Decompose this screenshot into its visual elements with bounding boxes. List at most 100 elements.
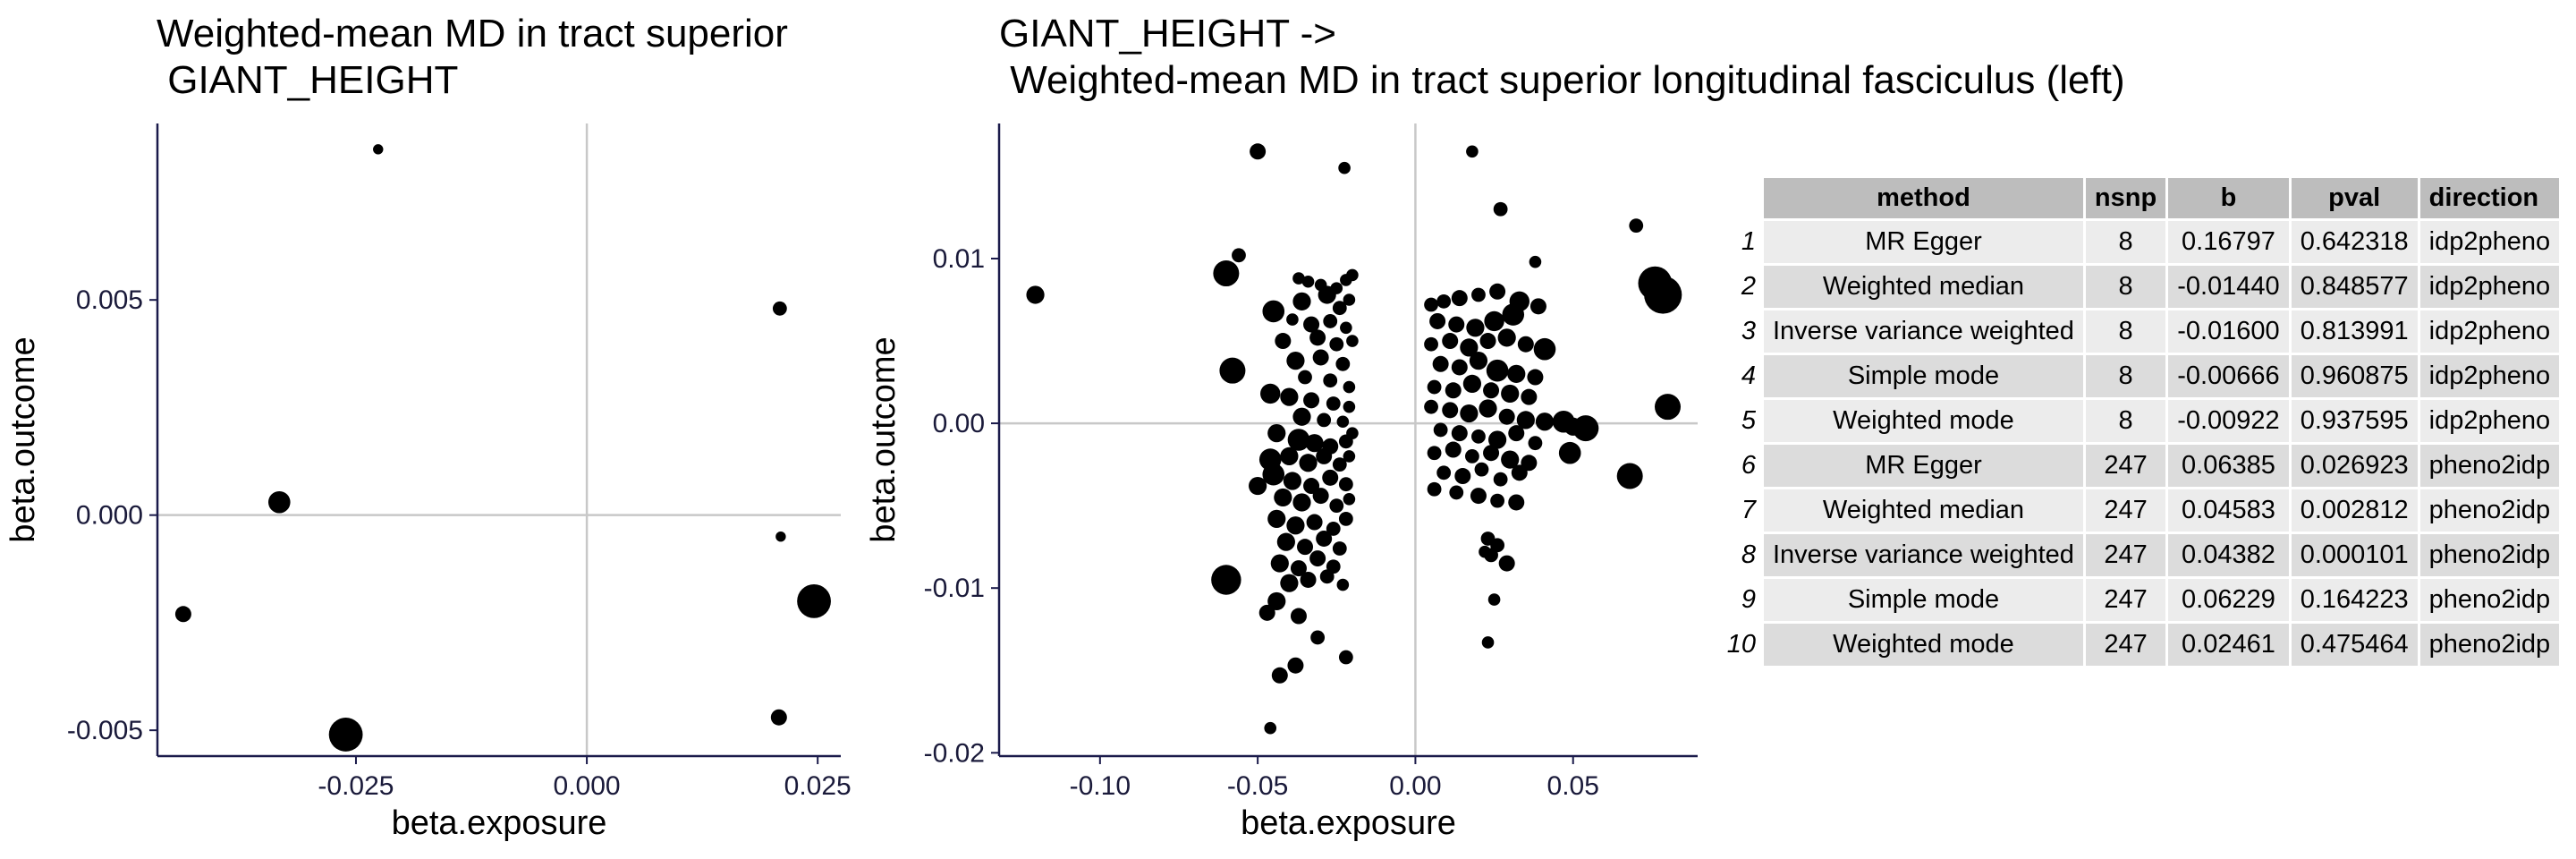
table-cell-direction: pheno2idp: [2419, 489, 2560, 532]
right-scatter-point: [1497, 328, 1516, 347]
left-y-tick-label: -0.005: [67, 716, 143, 745]
right-scatter-point: [1249, 476, 1267, 496]
right-scatter-point: [1508, 494, 1525, 511]
table-cell-pval: 0.937595: [2291, 400, 2418, 442]
table-cell-method: Inverse variance weighted: [1764, 534, 2083, 576]
right-scatter-point: [1466, 319, 1485, 337]
right-scatter-point: [1424, 399, 1438, 414]
right-scatter-point: [1479, 545, 1491, 558]
right-scatter-point: [1462, 374, 1481, 394]
right-x-axis-title: beta.exposure: [1241, 804, 1456, 842]
right-scatter-point: [1310, 630, 1326, 645]
right-scatter-point: [1483, 382, 1500, 399]
table-cell-direction: idp2pheno: [2419, 221, 2560, 263]
table-cell-method: Weighted mode: [1764, 624, 2083, 666]
right-scatter-point: [1451, 290, 1468, 307]
right-scatter-point: [1316, 447, 1333, 464]
right-scatter-point: [1026, 285, 1045, 304]
right-scatter-point: [1427, 481, 1442, 497]
table-cell-nsnp: 247: [2085, 489, 2166, 532]
right-scatter-point: [1427, 379, 1442, 395]
right-scatter-point: [1460, 404, 1479, 423]
table-row-index: 1: [1718, 221, 1761, 263]
right-scatter-point: [1267, 424, 1286, 443]
right-scatter-point: [1280, 387, 1299, 406]
right-scatter-point: [1466, 145, 1479, 158]
right-scatter-point: [1297, 539, 1314, 556]
right-scatter-point: [1270, 554, 1289, 573]
table-header-row: method nsnp b pval direction: [1718, 178, 2560, 218]
table-row: 7 Weighted median 247 0.04583 0.002812 pheno2…: [1718, 489, 2560, 532]
right-scatter-point: [1483, 445, 1500, 462]
right-scatter-point: [1260, 383, 1281, 404]
table-row-index: 8: [1718, 534, 1761, 576]
left-scatter-point: [797, 583, 831, 618]
right-scatter-point: [1323, 373, 1338, 388]
right-scatter-point: [1303, 392, 1320, 409]
right-scatter-point: [1274, 488, 1292, 507]
right-scatter-point: [1283, 472, 1302, 490]
right-scatter-point: [1299, 454, 1318, 472]
table-cell-b: 0.16797: [2168, 221, 2289, 263]
right-scatter-point: [1451, 359, 1468, 376]
left-y-axis-title: beta.outcome: [4, 336, 42, 542]
right-scatter-point: [1433, 422, 1448, 438]
right-scatter-point: [1332, 301, 1347, 316]
right-scatter-point: [1346, 335, 1359, 347]
table-cell-direction: idp2pheno: [2419, 266, 2560, 308]
right-y-tick-label: 0.00: [933, 409, 985, 438]
right-scatter-point: [1329, 336, 1344, 352]
right-scatter-point: [1516, 411, 1535, 430]
left-scatter-point: [174, 606, 191, 623]
table-row-index: 3: [1718, 310, 1761, 353]
right-scatter-point: [1490, 493, 1505, 508]
table-cell-pval: 0.848577: [2291, 266, 2418, 308]
right-scatter-point: [1319, 569, 1335, 584]
left-plot-title: Weighted-mean MD in tract superior GIANT…: [157, 12, 788, 102]
right-scatter-point: [1493, 201, 1508, 217]
right-scatter-point: [1317, 412, 1332, 428]
right-scatter-point: [1287, 429, 1310, 451]
right-scatter-point: [1292, 292, 1311, 310]
right-scatter-point: [1644, 276, 1682, 314]
left-x-axis-title: beta.exposure: [392, 804, 607, 842]
right-scatter-point: [1292, 407, 1311, 426]
left-scatter-point: [772, 301, 787, 316]
left-scatter-point: [328, 718, 363, 752]
right-scatter-point: [1292, 272, 1305, 285]
right-scatter-point: [1338, 161, 1351, 174]
right-x-tick-label: 0.00: [1389, 771, 1441, 801]
table-row: 9 Simple mode 247 0.06229 0.164223 pheno2idp: [1718, 579, 2560, 621]
table-cell-direction: pheno2idp: [2419, 579, 2560, 621]
right-scatter-point: [1262, 300, 1285, 323]
table-cell-b: -0.01600: [2168, 310, 2289, 353]
right-scatter-point: [1529, 255, 1542, 268]
left-x-tick-label: 0.000: [554, 771, 621, 801]
left-y-tick-label: 0.005: [76, 285, 143, 315]
table-cell-b: -0.00666: [2168, 355, 2289, 397]
table-header-pval: pval: [2291, 178, 2418, 218]
right-scatter-point: [1436, 465, 1452, 481]
right-scatter-point: [1309, 550, 1326, 567]
right-scatter-point: [1338, 650, 1353, 665]
table-cell-pval: 0.002812: [2291, 489, 2418, 532]
right-scatter-point: [1343, 492, 1356, 506]
right-scatter-point: [1267, 509, 1286, 528]
results-table: method nsnp b pval direction 1 MR Egger 8 0…: [1716, 175, 2562, 668]
left-y-tick-label: 0.000: [76, 501, 143, 531]
table-cell-pval: 0.813991: [2291, 310, 2418, 353]
right-scatter-point: [1527, 369, 1544, 386]
table-cell-nsnp: 247: [2085, 624, 2166, 666]
left-scatter-point: [770, 709, 787, 726]
right-scatter-point: [1498, 555, 1515, 572]
right-scatter-point: [1451, 425, 1468, 442]
table-row: 6 MR Egger 247 0.06385 0.026923 pheno2idp: [1718, 445, 2560, 487]
right-y-tick-label: -0.01: [924, 574, 985, 603]
right-scatter-point: [1530, 298, 1546, 315]
right-scatter-point: [1460, 338, 1479, 357]
right-scatter-point: [1309, 329, 1326, 346]
left-x-tick-label: -0.025: [318, 771, 394, 801]
left-scatter-point: [267, 490, 291, 514]
right-scatter-point: [1470, 488, 1487, 505]
table-cell-b: 0.02461: [2168, 624, 2289, 666]
